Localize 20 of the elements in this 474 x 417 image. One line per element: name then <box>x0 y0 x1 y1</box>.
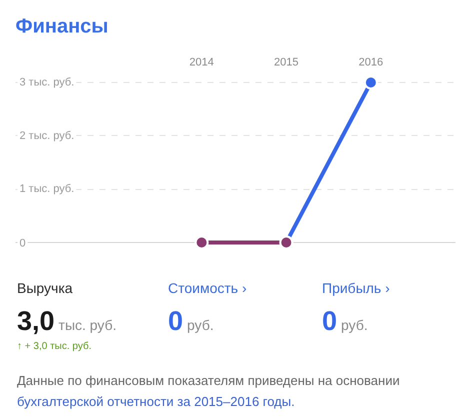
y-tick-label: 2 тыс. руб. <box>20 130 74 142</box>
y-tick-label: 1 тыс. руб. <box>20 183 74 196</box>
y-tick-label: 3 тыс. руб. <box>20 76 74 88</box>
text: 0 <box>168 306 184 336</box>
x-tick-label: 2016 <box>358 56 384 68</box>
text: Выручка <box>17 279 73 298</box>
chart-title: Финансы <box>16 16 108 38</box>
x-tick-label: 2014 <box>189 56 214 68</box>
text: ↑ + 3,0 тыс. руб. <box>17 340 92 354</box>
text: Прибыль › <box>322 279 390 298</box>
text: Стоимость › <box>168 279 247 298</box>
y-tick-label: 0 <box>20 238 26 250</box>
text: тыс. руб. <box>58 317 116 333</box>
x-tick-label: 2015 <box>274 56 299 68</box>
text: бухгалтерской отчетности за 2015–2016 годы. <box>17 394 295 409</box>
text: руб. <box>187 317 214 333</box>
text: руб. <box>341 317 368 333</box>
text: Данные по финансовым показателям приведены на основании <box>17 373 400 388</box>
text: 0 <box>322 306 338 336</box>
text: 3,0 <box>17 306 55 336</box>
